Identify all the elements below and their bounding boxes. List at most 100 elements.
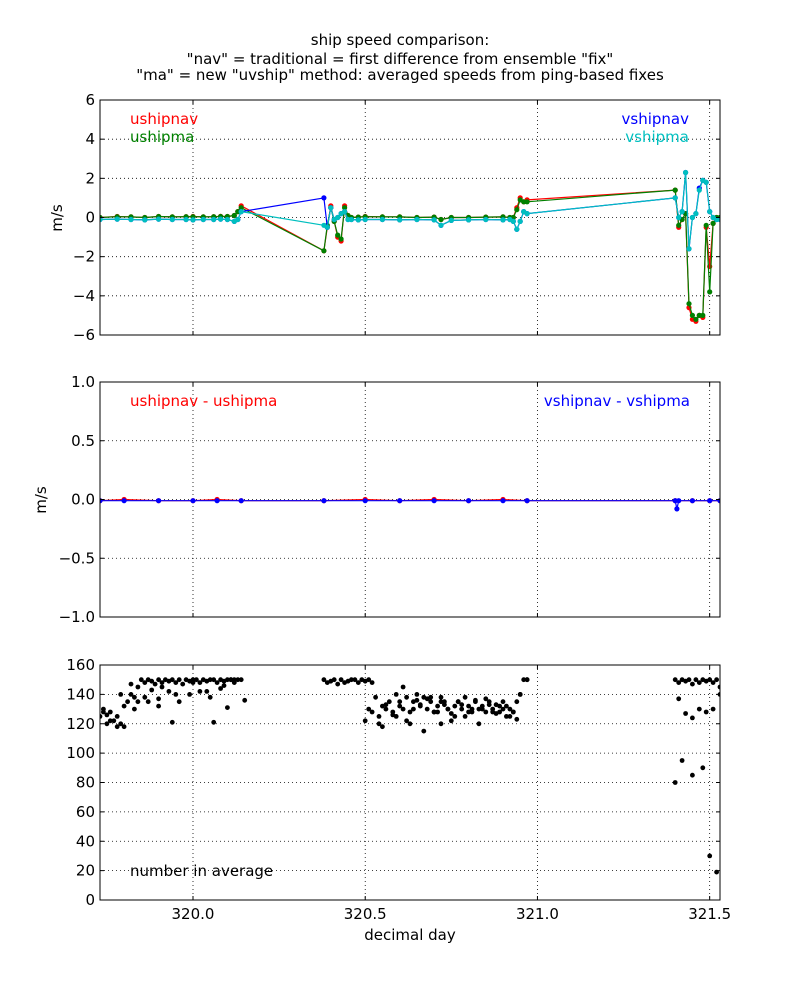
data-point-vshipma xyxy=(679,209,685,215)
y-tick-label: 2 xyxy=(85,169,95,187)
data-point-number-in-average xyxy=(431,709,437,715)
data-point-number-in-average xyxy=(414,697,420,703)
data-point-vshipma xyxy=(483,216,489,223)
data-point-number-in-average xyxy=(707,677,713,683)
y-tick-label: 4 xyxy=(85,130,95,148)
data-point-number-in-average xyxy=(435,703,440,709)
data-point-number-in-average xyxy=(466,709,471,715)
data-point-vshipma xyxy=(397,217,403,223)
data-point-number-in-average xyxy=(466,703,471,709)
data-point-number-in-average xyxy=(156,677,162,683)
data-point-number-in-average xyxy=(369,680,375,685)
data-point-vshipma xyxy=(514,226,520,232)
data-point-number-in-average xyxy=(693,677,699,683)
data-point-vshipma xyxy=(218,216,224,222)
data-point-number-in-average xyxy=(204,689,210,694)
y-tick-label: 1.0 xyxy=(71,373,95,391)
data-point-number-in-average xyxy=(497,703,502,709)
data-point-ushipma xyxy=(338,236,344,242)
data-point-number-in-average xyxy=(169,719,175,725)
data-point-vshipnav-vshipma xyxy=(397,498,403,504)
data-point-number-in-average xyxy=(355,680,361,685)
data-point-ushipma xyxy=(342,205,348,211)
speed-panel: −6 −4 −2 0 2 4 6 m/s ushipnav ushipma vshipnav… xyxy=(48,91,721,344)
data-point-number-in-average xyxy=(149,687,155,693)
x-axis-label: decimal day xyxy=(364,926,456,944)
data-point-number-in-average xyxy=(400,684,406,690)
data-point-number-in-average xyxy=(128,692,134,697)
data-point-number-in-average xyxy=(672,677,678,683)
data-point-number-in-average xyxy=(135,699,141,705)
data-point-number-in-average xyxy=(393,714,399,719)
y-tick-label: −6 xyxy=(73,326,95,344)
data-point-vshipma xyxy=(114,216,120,222)
data-point-number-in-average xyxy=(476,721,482,727)
data-point-vshipma xyxy=(676,214,682,221)
data-point-ushipma xyxy=(686,301,692,307)
data-point-number-in-average xyxy=(676,696,682,702)
data-point-vshipnav xyxy=(321,195,327,201)
data-point-vshipma xyxy=(672,195,678,201)
data-point-number-in-average xyxy=(128,681,134,687)
data-point-number-in-average xyxy=(218,686,224,691)
data-point-vshipma xyxy=(211,216,217,223)
y-tick-label: 0.0 xyxy=(71,491,95,509)
data-point-vshipma xyxy=(686,246,692,252)
data-point-number-in-average xyxy=(173,680,179,685)
data-point-number-in-average xyxy=(404,694,409,700)
title-line-1: ship speed comparison: xyxy=(311,31,490,49)
data-point-number-in-average xyxy=(442,702,447,708)
data-point-vshipnav-vshipma xyxy=(431,498,437,504)
data-point-number-in-average xyxy=(197,689,203,694)
data-point-number-in-average xyxy=(500,706,506,712)
data-point-number-in-average xyxy=(362,718,368,724)
count-panel: 320.0 320.5 321.0 321.5 0 20 40 60 80 100 120 140 16… xyxy=(66,656,731,944)
data-point-ushipma xyxy=(676,222,682,228)
data-point-number-in-average xyxy=(152,681,158,687)
data-point-number-in-average xyxy=(197,680,203,685)
data-point-number-in-average xyxy=(397,699,403,705)
data-point-number-in-average xyxy=(225,677,230,683)
data-point-vshipma xyxy=(156,216,162,222)
data-point-number-in-average xyxy=(114,724,120,730)
data-point-number-in-average xyxy=(452,714,458,719)
data-point-vshipma xyxy=(190,217,196,223)
data-point-number-in-average xyxy=(207,677,213,683)
data-point-vshipma xyxy=(510,218,516,224)
data-point-number-in-average xyxy=(383,702,389,708)
data-point-number-in-average xyxy=(235,677,241,683)
count-annotation: number in average xyxy=(130,862,273,880)
data-point-number-in-average xyxy=(504,714,509,719)
data-point-number-in-average xyxy=(679,758,685,763)
data-point-number-in-average xyxy=(132,706,137,712)
data-point-number-in-average xyxy=(448,711,454,716)
data-point-number-in-average xyxy=(407,721,413,727)
data-point-ushipma xyxy=(710,220,716,226)
data-point-number-in-average xyxy=(211,677,217,683)
data-point-ushipma xyxy=(321,248,327,254)
data-point-number-in-average xyxy=(710,680,716,685)
data-point-number-in-average xyxy=(500,699,506,705)
data-point-number-in-average xyxy=(383,706,389,712)
data-point-vshipnav-vshipma xyxy=(524,498,530,504)
speed-panel-ylabel: m/s xyxy=(48,204,66,232)
y-tick-label: −2 xyxy=(73,248,95,266)
data-point-number-in-average xyxy=(366,677,372,683)
data-point-ushipma xyxy=(700,312,706,318)
data-point-number-in-average xyxy=(459,702,465,708)
data-point-number-in-average xyxy=(686,677,692,683)
data-point-vshipma xyxy=(696,187,702,193)
data-point-number-in-average xyxy=(125,699,130,705)
data-point-number-in-average xyxy=(672,780,678,785)
data-point-number-in-average xyxy=(435,709,440,715)
data-point-number-in-average xyxy=(225,705,230,710)
legend-vshipnav: vshipnav xyxy=(622,110,690,128)
data-point-number-in-average xyxy=(121,703,127,709)
data-point-number-in-average xyxy=(710,706,716,712)
data-point-number-in-average xyxy=(459,706,465,712)
data-point-number-in-average xyxy=(479,706,485,712)
legend-ushipma: ushipma xyxy=(130,128,194,146)
legend-ushipnav: ushipnav xyxy=(130,110,198,128)
title-line-3: "ma" = new "uvship" method: averaged spe… xyxy=(136,66,664,84)
y-tick-label: 60 xyxy=(76,803,95,821)
